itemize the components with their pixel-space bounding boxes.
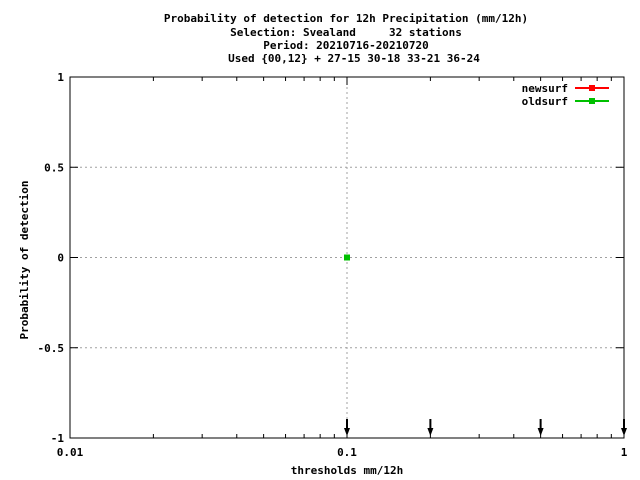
threshold-arrow bbox=[621, 419, 627, 436]
y-axis-label: Probability of detection bbox=[18, 181, 31, 340]
x-tick-label: 0.1 bbox=[337, 446, 357, 459]
legend-marker-newsurf bbox=[589, 85, 595, 91]
legend-label-newsurf: newsurf bbox=[522, 82, 568, 95]
y-tick-label: 1 bbox=[57, 71, 64, 84]
y-tick-labels: 1 0.5 0 -0.5 -1 bbox=[38, 71, 65, 445]
title-line-4: Used {00,12} + 27-15 30-18 33-21 36-24 bbox=[228, 52, 480, 65]
legend-label-oldsurf: oldsurf bbox=[522, 95, 568, 108]
threshold-arrow bbox=[427, 419, 434, 436]
x-tick-labels: 0.01 0.1 1 bbox=[57, 446, 628, 459]
x-tick-label: 1 bbox=[621, 446, 628, 459]
title-line-3: Period: 20210716-20210720 bbox=[263, 39, 429, 52]
x-tick-label: 0.01 bbox=[57, 446, 84, 459]
plot-frame bbox=[69, 76, 625, 439]
data-point-oldsurf bbox=[344, 254, 350, 261]
title-line-1: Probability of detection for 12h Precipi… bbox=[164, 12, 528, 25]
legend-marker-oldsurf bbox=[589, 98, 595, 104]
legend: newsurf oldsurf bbox=[522, 82, 609, 108]
y-tick-label: 0.5 bbox=[44, 161, 64, 174]
threshold-arrow bbox=[537, 419, 544, 436]
data-points bbox=[344, 254, 350, 261]
threshold-arrows bbox=[344, 419, 627, 436]
x-axis-label: thresholds mm/12h bbox=[291, 464, 404, 477]
y-tick-label: 0 bbox=[57, 252, 64, 265]
chart-title: Probability of detection for 12h Precipi… bbox=[164, 12, 528, 65]
threshold-arrow bbox=[344, 419, 350, 436]
y-tick-label: -1 bbox=[51, 432, 65, 445]
y-tick-label: -0.5 bbox=[38, 342, 65, 355]
title-line-2: Selection: Svealand 32 stations bbox=[230, 26, 462, 39]
